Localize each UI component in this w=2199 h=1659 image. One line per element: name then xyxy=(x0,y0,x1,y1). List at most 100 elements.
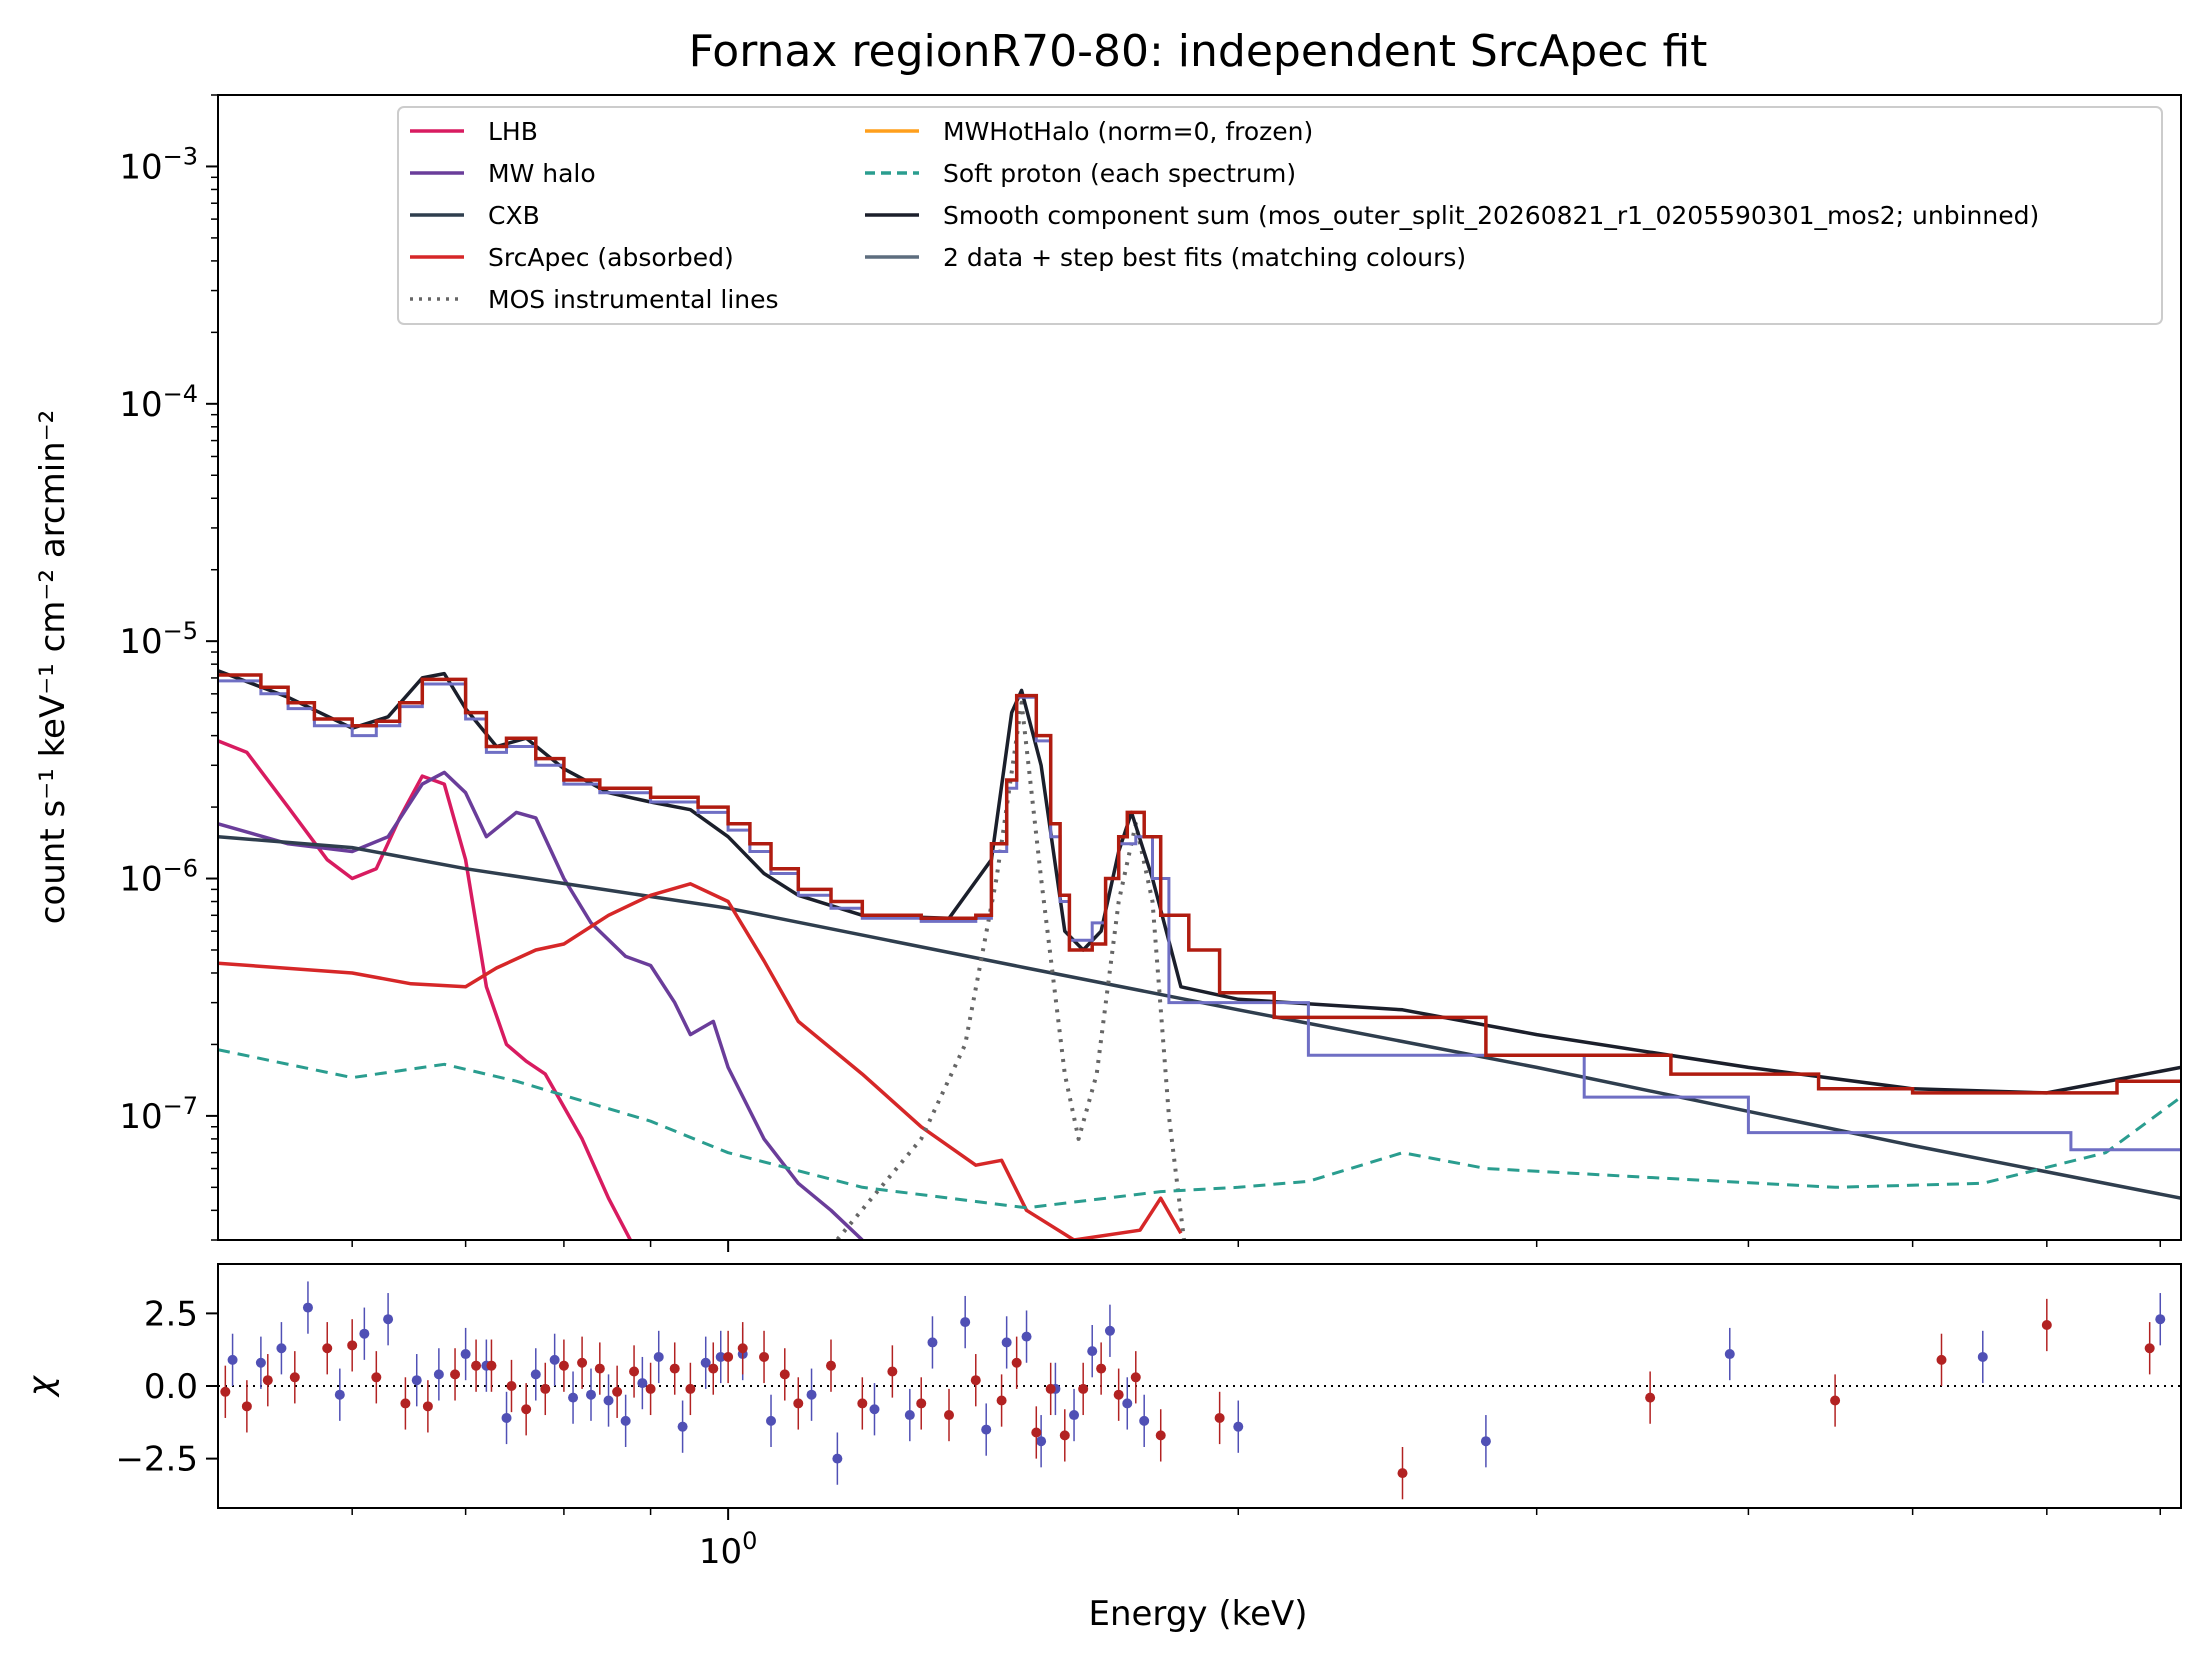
series-line-smooth-sum xyxy=(218,669,2181,1095)
legend-label-7: Soft proton (each spectrum) xyxy=(943,159,1296,188)
resid-red-point xyxy=(1059,1430,1070,1441)
x-axis-label: Energy (keV) xyxy=(1088,1594,1307,1634)
resid-red-point xyxy=(594,1363,605,1374)
resid-red-point xyxy=(540,1383,551,1394)
resid-blue-point xyxy=(433,1369,444,1380)
resid-tick-label-1: 2.5 xyxy=(144,1294,198,1334)
resid-blue-point xyxy=(1104,1325,1115,1336)
x-tick-base: 10 xyxy=(699,1532,742,1572)
y-tick-exp: −4 xyxy=(163,380,198,408)
y-tick-base: 10 xyxy=(119,1097,162,1137)
resid-red-point xyxy=(1011,1357,1022,1368)
resid-blue-point xyxy=(227,1354,238,1365)
y-tick-exp: −3 xyxy=(163,142,198,170)
resid-red-point xyxy=(685,1383,696,1394)
resid-red-point xyxy=(1045,1383,1056,1394)
resid-blue-point xyxy=(359,1328,370,1339)
resid-blue-point xyxy=(832,1453,843,1464)
main-plot-frame xyxy=(217,94,2182,1241)
resid-blue-point xyxy=(460,1349,471,1360)
y-tick-exp: −5 xyxy=(163,617,198,645)
resid-red-point xyxy=(289,1372,300,1383)
resid-blue-point xyxy=(715,1351,726,1362)
resid-blue-point xyxy=(766,1415,777,1426)
resid-red-point xyxy=(506,1381,517,1391)
resid-red-point xyxy=(645,1383,656,1394)
resid-blue-point xyxy=(276,1343,287,1354)
resid-blue-point xyxy=(620,1415,631,1426)
resid-red-point xyxy=(1645,1392,1656,1403)
resid-blue-point xyxy=(1001,1337,1012,1348)
series-line-cxb xyxy=(218,834,2181,1200)
resid-red-point xyxy=(887,1366,898,1377)
y-tick-base: 10 xyxy=(119,147,162,187)
legend-label-4: SrcApec (absorbed) xyxy=(488,243,734,272)
resid-red-point xyxy=(322,1343,333,1354)
resid-blue-point xyxy=(302,1302,313,1313)
resid-red-point xyxy=(1936,1354,1947,1365)
resid-red-point xyxy=(737,1343,748,1354)
resid-red-point xyxy=(916,1398,927,1409)
resid-red-point xyxy=(629,1366,640,1377)
y-tick-label-3: 10−5 xyxy=(119,617,198,662)
series-line-srcapec xyxy=(218,882,1183,1240)
resid-red-point xyxy=(577,1357,588,1368)
resid-red-point xyxy=(450,1369,461,1380)
legend-label-2: MW halo xyxy=(488,159,596,188)
legend-label-6: MWHotHalo (norm=0, frozen) xyxy=(943,117,1313,146)
chart-title: Fornax regionR70-80: independent SrcApec… xyxy=(689,26,1708,77)
resid-blue-point xyxy=(586,1389,597,1400)
legend-label-1: LHB xyxy=(488,117,538,146)
resid-red-point xyxy=(708,1363,719,1374)
series-line-mw-halo xyxy=(218,770,864,1240)
residual-panel: 2.5 0.0 −2.5 χ xyxy=(21,1263,2182,1509)
resid-blue-point xyxy=(1069,1410,1080,1421)
step-fit-red xyxy=(218,673,2181,1095)
resid-red-point xyxy=(241,1401,252,1412)
main-axis-ticks: 10−310−410−510−610−7 xyxy=(119,94,218,1241)
resid-blue-point xyxy=(2155,1314,2166,1325)
resid-red-point xyxy=(1078,1383,1089,1394)
y-tick-base: 10 xyxy=(119,622,162,662)
y-tick-label-2: 10−4 xyxy=(119,380,198,425)
residual-series-layer xyxy=(218,1281,2181,1500)
resid-red-point xyxy=(1397,1468,1408,1479)
resid-red-point xyxy=(669,1363,680,1374)
resid-red-point xyxy=(486,1360,497,1371)
x-tick-label-1: 100 xyxy=(699,1527,758,1572)
x-tick-exp: 0 xyxy=(742,1527,757,1555)
resid-blue-point xyxy=(549,1354,560,1365)
legend: LHB MW halo CXB SrcApec (absorbed) MOS instr… xyxy=(397,106,2163,325)
series-line-soft-proton xyxy=(218,1048,2181,1210)
resid-blue-point xyxy=(530,1369,541,1380)
resid-red-point xyxy=(2041,1320,2052,1330)
legend-label-3: CXB xyxy=(488,201,540,230)
resid-red-point xyxy=(347,1340,358,1351)
resid-red-point xyxy=(2144,1343,2155,1354)
resid-red-point xyxy=(400,1398,411,1409)
resid-red-point xyxy=(471,1360,482,1371)
resid-blue-point xyxy=(568,1392,579,1403)
resid-blue-point xyxy=(806,1389,817,1400)
resid-blue-point xyxy=(677,1421,688,1432)
y-tick-label-5: 10−7 xyxy=(119,1092,198,1137)
resid-blue-point xyxy=(1122,1398,1133,1409)
residual-axis-ticks: 2.5 0.0 −2.5 xyxy=(115,1294,218,1480)
y-tick-base: 10 xyxy=(119,860,162,900)
legend-entries: LHB MW halo CXB SrcApec (absorbed) MOS instr… xyxy=(410,117,2039,314)
legend-label-8: Smooth component sum (mos_outer_split_20… xyxy=(943,201,2039,230)
legend-frame xyxy=(397,106,2163,325)
x-axis-ticks xyxy=(351,1240,2162,1520)
resid-red-point xyxy=(1031,1427,1042,1438)
resid-red-point xyxy=(1096,1363,1107,1374)
resid-blue-point xyxy=(960,1317,971,1328)
resid-red-point xyxy=(723,1351,734,1362)
legend-label-9: 2 data + step best fits (matching colour… xyxy=(943,243,1466,272)
resid-red-point xyxy=(1830,1395,1841,1406)
main-series-layer xyxy=(218,669,2181,1240)
series-line-lhb xyxy=(218,739,633,1240)
resid-blue-point xyxy=(1021,1331,1032,1342)
resid-blue-point xyxy=(1036,1436,1047,1447)
resid-blue-point xyxy=(1233,1421,1244,1432)
resid-tick-label-2: 0.0 xyxy=(144,1367,198,1407)
